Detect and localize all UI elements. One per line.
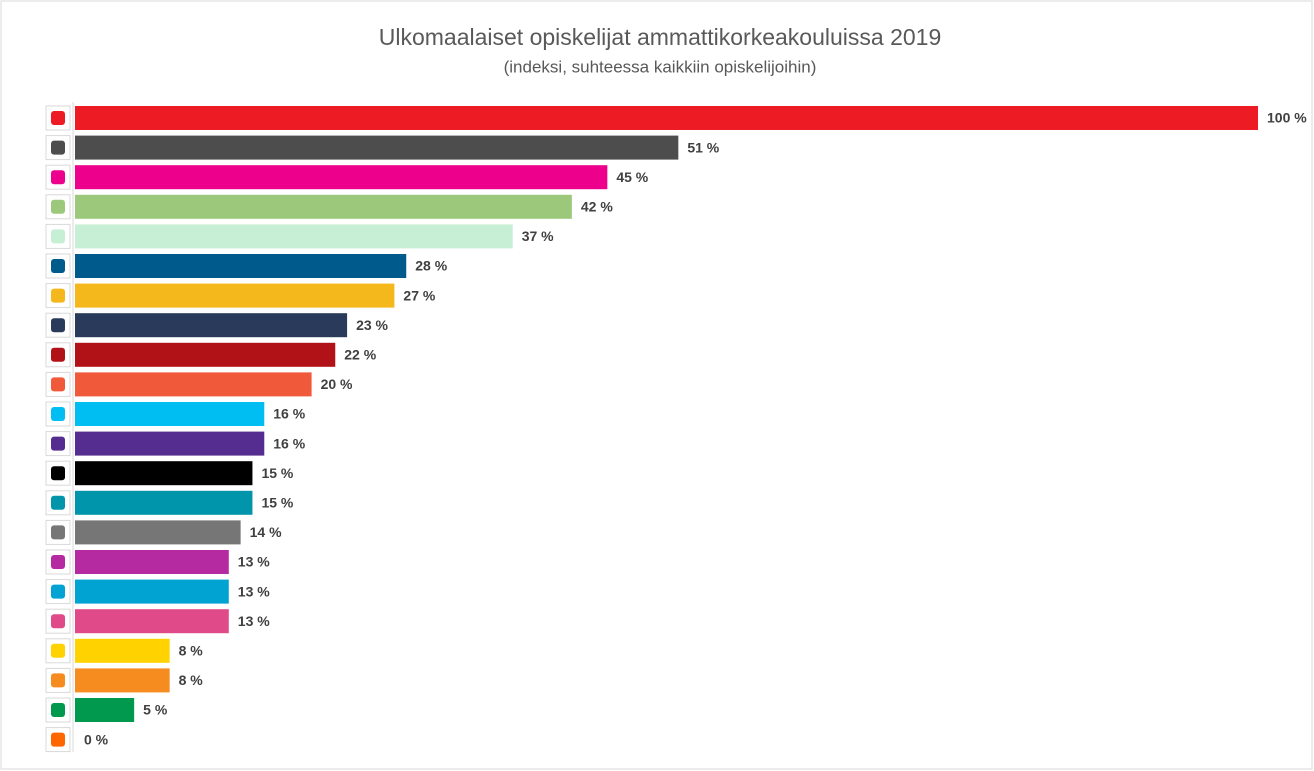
bar: [75, 550, 229, 574]
category-logo-mark: [51, 673, 65, 688]
category-logo-mark: [51, 170, 65, 185]
category-logo-mark: [51, 525, 65, 540]
category-logo-mark: [51, 318, 65, 333]
value-label: 14 %: [250, 524, 282, 540]
category-logo-mark: [51, 347, 65, 362]
category-logo-mark: [51, 140, 65, 155]
value-label: 20 %: [321, 376, 353, 392]
category-logo-mark: [51, 407, 65, 421]
category-logo-mark: [51, 466, 65, 481]
value-label: 37 %: [522, 228, 554, 244]
bar: [75, 254, 407, 278]
value-label: 42 %: [581, 199, 613, 215]
value-label: 45 %: [616, 169, 648, 185]
value-label: 15 %: [261, 465, 293, 481]
value-label: 16 %: [273, 435, 305, 451]
category-logo-mark: [51, 614, 65, 629]
value-label: 27 %: [403, 287, 435, 303]
category-logo-mark: [51, 436, 65, 451]
value-label: 16 %: [273, 406, 305, 422]
category-logo-mark: [51, 377, 65, 392]
value-label: 13 %: [238, 554, 270, 570]
category-logo-mark: [51, 229, 65, 244]
bar: [75, 579, 229, 604]
bar: [75, 638, 170, 663]
bar: [75, 402, 265, 426]
category-logo: [45, 519, 71, 545]
value-label: 0 %: [84, 731, 109, 747]
bar: [75, 224, 513, 249]
bar: [75, 431, 265, 456]
category-logo-mark: [51, 199, 65, 214]
value-label: 15 %: [261, 495, 293, 511]
bar: [75, 135, 679, 160]
bar: [75, 106, 1258, 130]
bar: [75, 372, 312, 397]
category-logo-mark: [51, 643, 65, 658]
value-label: 100 %: [1267, 110, 1307, 126]
category-logo-mark: [51, 732, 65, 747]
bar: [75, 313, 348, 338]
category-logo-mark: [51, 555, 65, 569]
bar: [75, 342, 336, 367]
value-label: 8 %: [179, 672, 204, 688]
bar: [75, 283, 395, 308]
category-logo-mark: [51, 111, 65, 125]
value-label: 22 %: [344, 347, 376, 363]
category-logo-mark: [51, 495, 65, 510]
value-label: 51 %: [687, 139, 719, 155]
value-label: 13 %: [238, 583, 270, 599]
bar: [75, 461, 253, 486]
bar: [75, 490, 253, 515]
bar: [75, 609, 229, 634]
category-logo-mark: [51, 259, 65, 273]
category-logo: [45, 342, 71, 368]
value-label: 23 %: [356, 317, 388, 333]
category-logo-mark: [51, 584, 65, 599]
value-label: 5 %: [143, 702, 168, 718]
category-logo-mark: [51, 288, 65, 303]
bar: [75, 194, 572, 219]
bar: [75, 698, 135, 722]
value-label: 8 %: [179, 643, 204, 659]
bar: [75, 165, 608, 190]
bar: [75, 520, 241, 545]
value-label: 28 %: [415, 258, 447, 274]
chart-title: Ulkomaalaiset opiskelijat ammattikorkeak…: [379, 24, 942, 50]
category-logo-mark: [51, 703, 65, 717]
value-label: 13 %: [238, 613, 270, 629]
chart-subtitle: (indeksi, suhteessa kaikkiin opiskelijoi…: [504, 57, 817, 76]
bar: [75, 668, 170, 693]
